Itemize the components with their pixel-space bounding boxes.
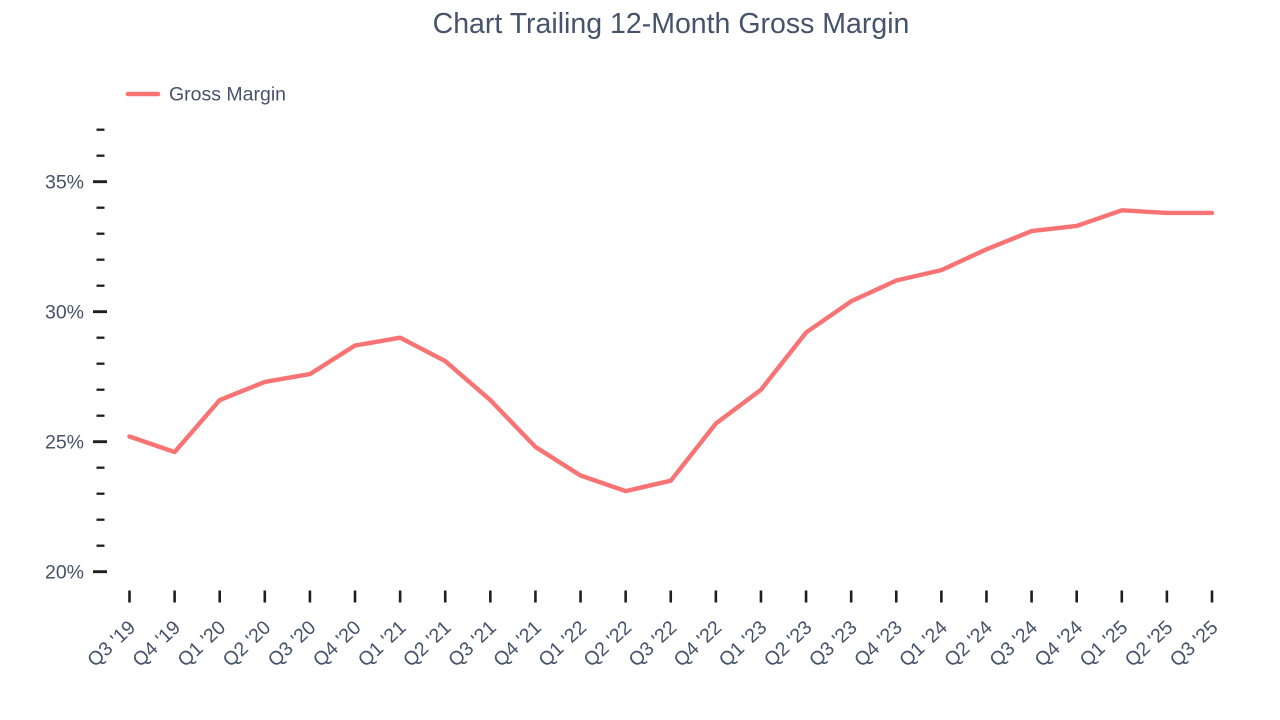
x-tick-label: Q3 '21 <box>444 617 501 672</box>
x-tick-label: Q4 '21 <box>489 617 546 672</box>
x-tick-label: Q1 '23 <box>715 617 772 672</box>
gross-margin-line <box>127 208 1215 494</box>
x-tick-label: Q1 '24 <box>895 616 952 671</box>
x-tick-label: Q2 '22 <box>579 617 636 672</box>
y-tick-label: 20% <box>45 562 84 584</box>
x-tick-label: Q1 '25 <box>1076 616 1133 671</box>
x-tick-label: Q2 '25 <box>1121 616 1178 671</box>
x-tick-label: Q3 '25 <box>1166 616 1223 671</box>
x-tick-label: Q3 '20 <box>264 616 321 671</box>
legend[interactable]: Gross Margin <box>125 84 286 106</box>
x-tick-label: Q1 '21 <box>354 617 411 672</box>
y-tick-label: 30% <box>45 302 84 324</box>
x-tick-label: Q4 '23 <box>850 617 907 672</box>
y-tick-label: 25% <box>45 432 84 454</box>
x-tick-label: Q2 '24 <box>940 616 997 671</box>
x-tick-label: Q3 '22 <box>625 617 682 672</box>
legend-label: Gross Margin <box>169 84 286 106</box>
x-tick-label: Q2 '23 <box>760 617 817 672</box>
x-tick-label: Q4 '20 <box>309 616 366 671</box>
x-tick-label: Q3 '19 <box>83 617 140 672</box>
y-axis: 20% 25% 30% 35% <box>45 128 107 584</box>
x-tick-label: Q1 '22 <box>534 617 591 672</box>
x-tick-label: Q4 '19 <box>128 617 185 672</box>
x-tick-label: Q2 '21 <box>399 617 456 672</box>
x-tick-label: Q4 '24 <box>1031 616 1088 671</box>
x-tick-label: Q3 '23 <box>805 617 862 672</box>
chart-title: Chart Trailing 12-Month Gross Margin <box>433 8 910 40</box>
x-tick-label: Q4 '22 <box>670 617 727 672</box>
y-tick-label: 35% <box>45 172 84 194</box>
x-tick-label: Q2 '20 <box>219 616 276 671</box>
x-tick-label: Q1 '20 <box>174 616 231 671</box>
x-tick-label: Q3 '24 <box>985 616 1042 671</box>
